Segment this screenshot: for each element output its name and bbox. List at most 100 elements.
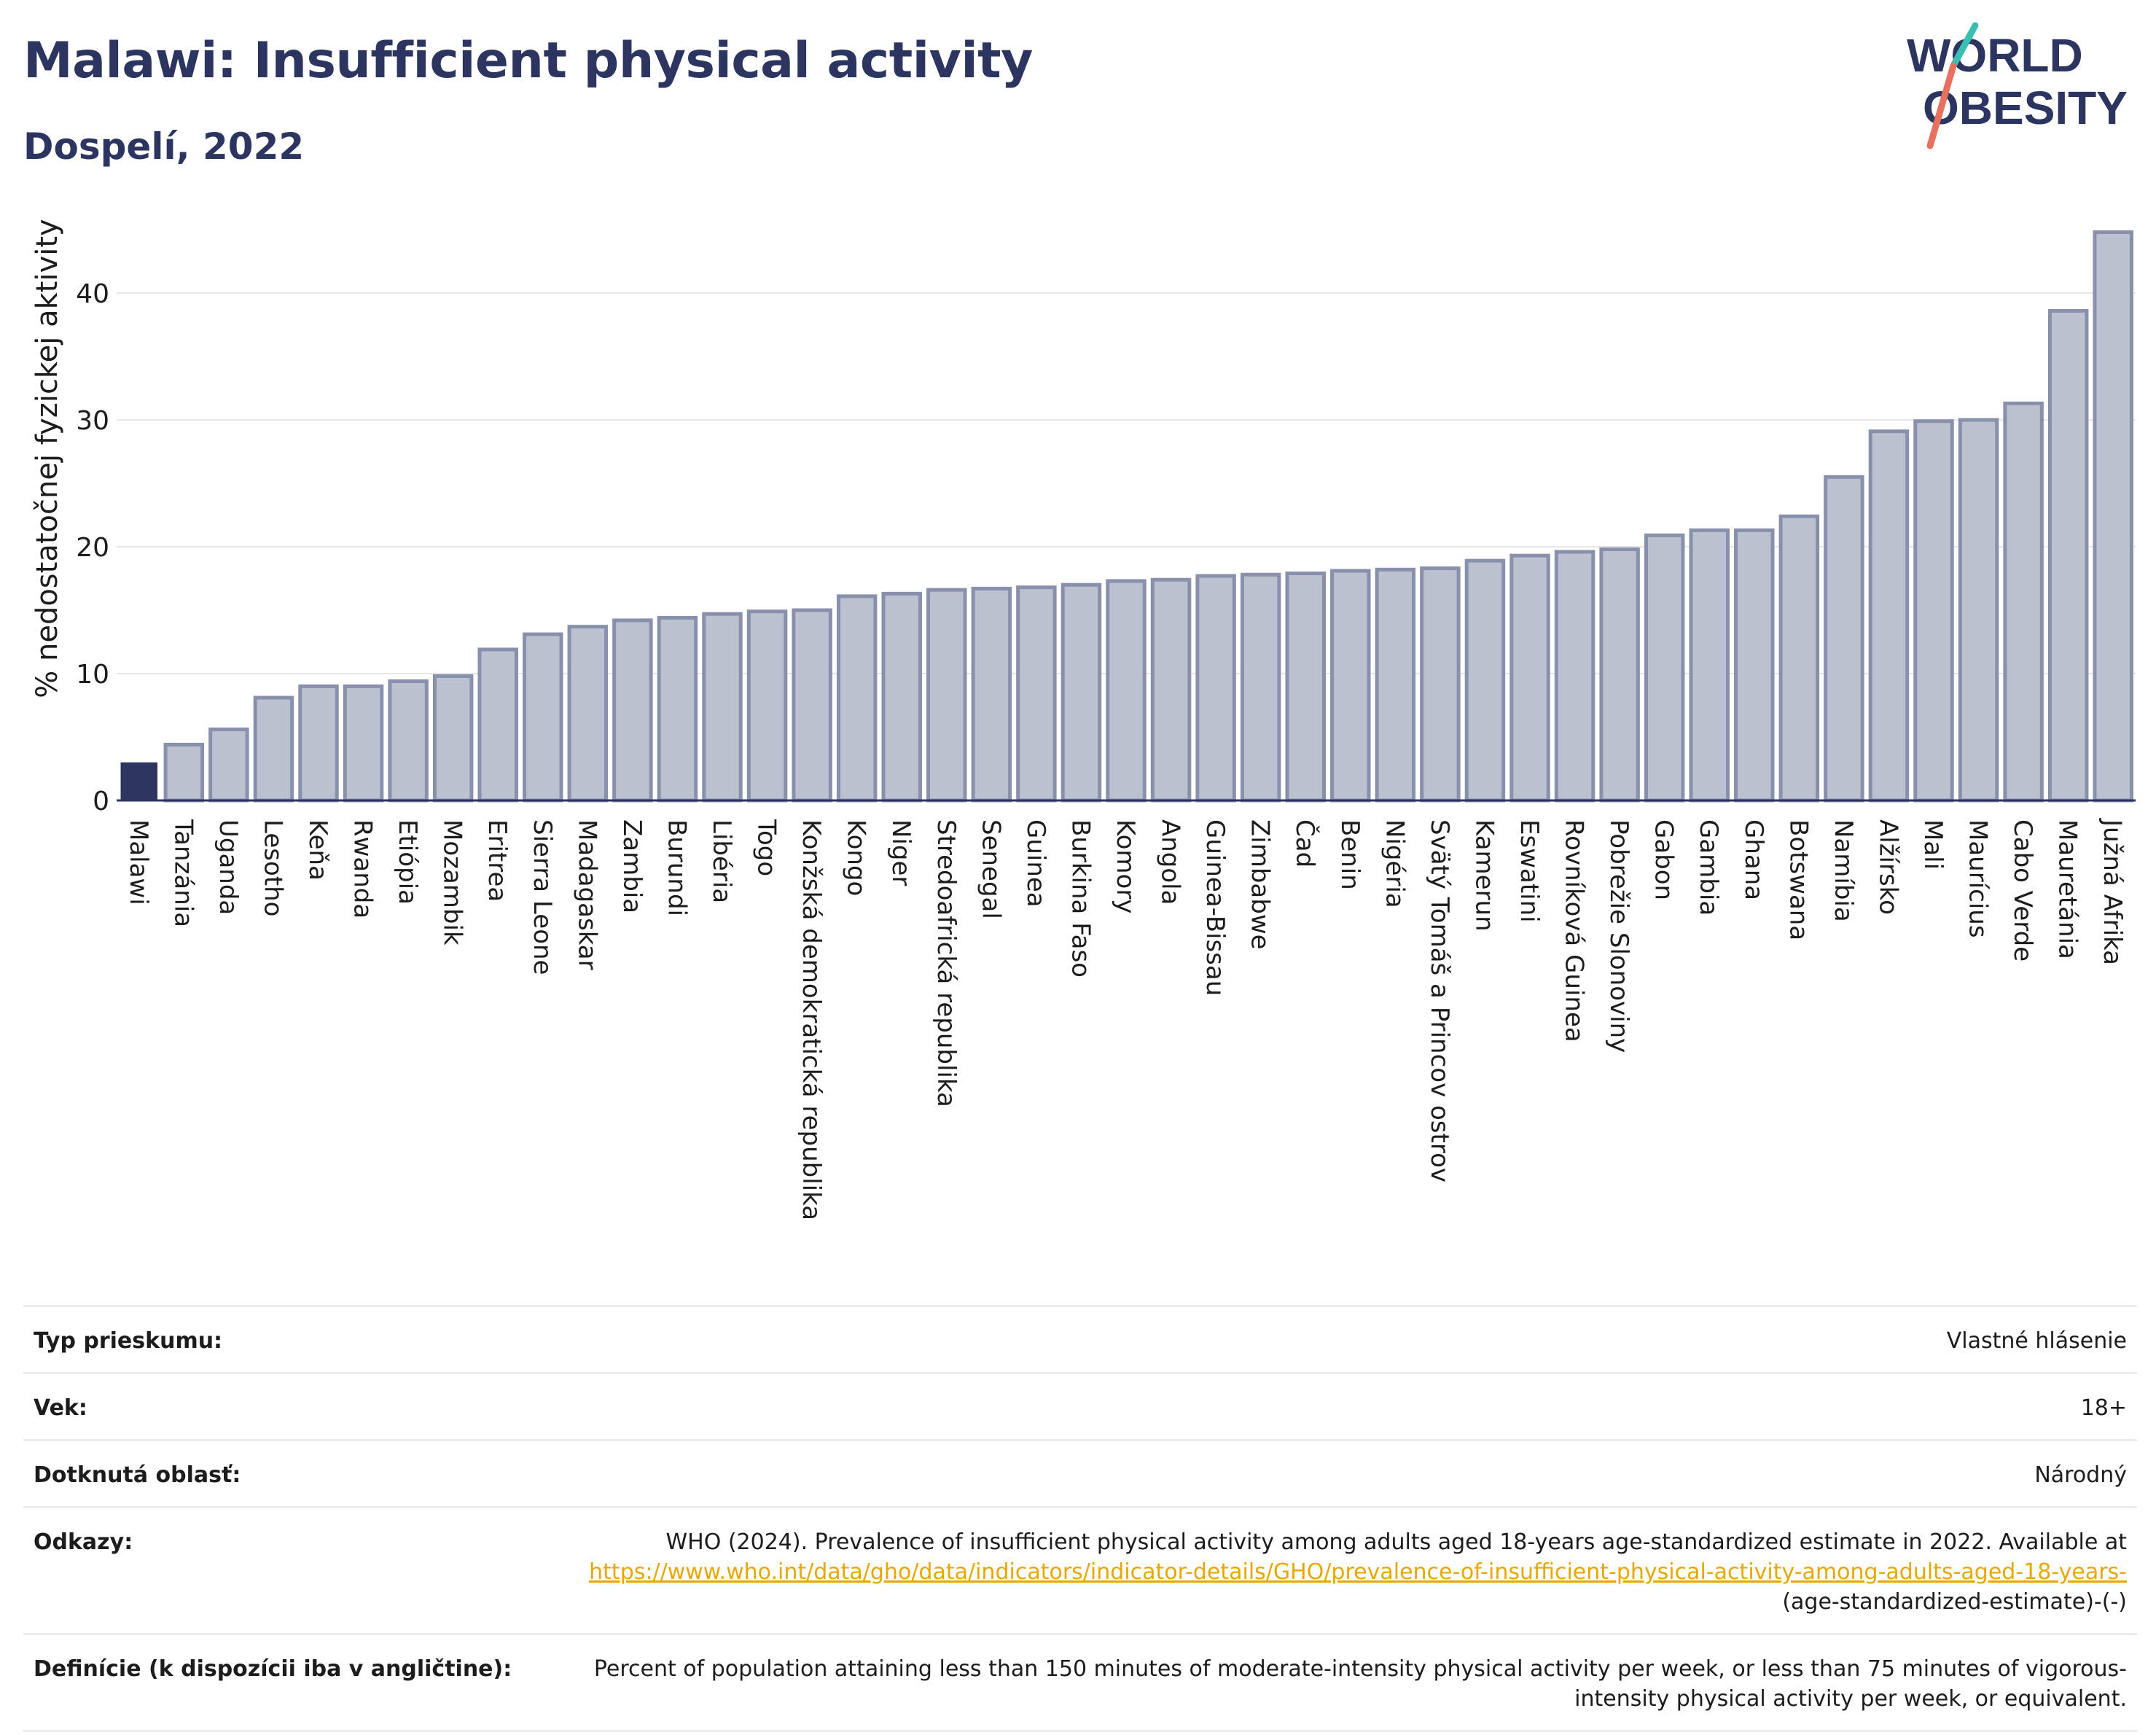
chart-subtitle: Dospelí, 2022 [23, 125, 305, 168]
chart-title: Malawi: Insufficient physical activity [23, 32, 1034, 90]
x-tick-label: Libéria [707, 819, 736, 903]
bar [1240, 572, 1281, 803]
info-row-references: Odkazy: WHO (2024). Prevalence of insuff… [23, 1506, 2137, 1633]
x-tick-label: Malawi [124, 819, 153, 905]
x-tick-label: Namíbia [1829, 819, 1858, 922]
x-tick-label: Zimbabwe [1246, 819, 1275, 950]
definitions-value: Percent of population attaining less tha… [593, 1656, 2127, 1712]
y-axis-ticks: 0 10 20 30 40 [76, 279, 109, 816]
bar [702, 612, 743, 803]
logo-line2: OBESITY [1923, 82, 2128, 134]
bar [343, 684, 384, 803]
world-obesity-logo: WORLD OBESITY [1907, 22, 2128, 149]
x-tick-label: Guinea [1021, 819, 1050, 908]
x-tick-label: Južná Afrika [2098, 818, 2127, 965]
references-label: Odkazy: [34, 1529, 133, 1555]
bar [432, 674, 474, 803]
bar [926, 588, 967, 803]
x-tick-label: Zambia [617, 819, 647, 913]
logo-line1: WORLD [1907, 29, 2083, 82]
survey-type-label: Typ prieskumu: [34, 1328, 223, 1354]
bar [1778, 514, 1820, 803]
bar [1554, 550, 1595, 803]
bar [1689, 528, 1730, 803]
bar [208, 728, 249, 803]
x-tick-label: Ghana [1739, 819, 1768, 900]
area-label: Dotknutá oblasť: [34, 1462, 241, 1488]
x-tick-label: Eritrea [483, 819, 512, 902]
bar [1420, 566, 1461, 803]
x-tick-label: Botswana [1784, 819, 1813, 940]
references-text: WHO (2024). Prevalence of insufficient p… [665, 1529, 2127, 1555]
x-tick-label: Maurícius [1964, 819, 1993, 938]
x-tick-label: Cabo Verde [2008, 819, 2037, 962]
y-tick-label: 40 [76, 279, 109, 309]
x-tick-label: Konžská demokratická republika [797, 819, 826, 1220]
x-tick-label: Tanzánia [168, 819, 198, 927]
age-value: 18+ [2080, 1395, 2127, 1421]
bar [746, 609, 788, 803]
x-tick-label: Mozambik [438, 819, 467, 946]
bar [1958, 418, 1999, 803]
bar [1195, 574, 1236, 803]
bar [612, 618, 653, 803]
info-row-survey-type: Typ prieskumu: Vlastné hlásenie [23, 1305, 2137, 1372]
info-row-definitions: Definície (k dispozícii iba v angličtine… [23, 1633, 2137, 1732]
bar [163, 742, 205, 803]
bar [1016, 585, 1057, 803]
x-tick-label: Rovníková Guinea [1560, 819, 1589, 1042]
bar [1106, 579, 1147, 803]
references-link[interactable]: https://www.who.int/data/gho/data/indica… [589, 1559, 2127, 1585]
bar [523, 632, 563, 803]
bar [1464, 558, 1506, 803]
bar-chart: 0 10 20 30 40 Malawi Tanzánia Uganda Lesotho Keň… [31, 219, 2136, 1220]
bar [298, 684, 339, 803]
x-tick-label: Svätý Tomáš a Princov ostrov [1425, 819, 1454, 1182]
bar [253, 695, 294, 803]
x-tick-label: Mauretánia [2053, 819, 2082, 959]
bars [120, 230, 2133, 803]
bar [120, 762, 158, 800]
x-tick-label: Alžírsko [1873, 819, 1902, 915]
bar [1509, 553, 1550, 803]
bar [477, 647, 518, 803]
y-axis-title: % nedostatočnej fyzickej aktivity [31, 219, 64, 698]
x-tick-label: Keňa [303, 819, 332, 881]
x-tick-label: Burkina Faso [1066, 819, 1095, 978]
x-tick-label: Eswatini [1515, 819, 1544, 923]
bar [388, 679, 429, 803]
x-tick-label: Angola [1156, 819, 1185, 905]
logo-slash-coral [1926, 62, 1957, 149]
bar [2003, 401, 2044, 803]
bar [2047, 308, 2089, 803]
bar [1599, 547, 1640, 803]
x-tick-label: Madagaskar [572, 819, 601, 970]
x-tick-label: Benin [1335, 819, 1364, 890]
x-tick-label: Uganda [214, 819, 243, 915]
bar [657, 615, 698, 803]
bar [2093, 230, 2133, 803]
area-value: Národný [2034, 1462, 2127, 1488]
x-tick-label: Guinea-Bissau [1200, 819, 1230, 996]
x-tick-label: Lesotho [258, 819, 287, 916]
x-tick-label: Niger [886, 819, 915, 886]
x-tick-label: Senegal [976, 819, 1005, 919]
bar [836, 594, 878, 803]
bar [1375, 567, 1416, 803]
bar [792, 608, 832, 803]
x-tick-label: Mali [1918, 819, 1948, 870]
info-row-age: Vek: 18+ [23, 1372, 2137, 1439]
survey-type-value: Vlastné hlásenie [1946, 1328, 2127, 1354]
x-tick-label: Etiópia [393, 819, 422, 905]
y-tick-label: 30 [76, 406, 109, 436]
bar [1061, 582, 1102, 803]
bar [567, 625, 609, 803]
x-tick-label: Gabon [1649, 819, 1679, 900]
definitions-label: Definície (k dispozícii iba v angličtine… [34, 1656, 512, 1682]
x-axis-labels: Malawi Tanzánia Uganda Lesotho Keňa Rwanda Eti… [124, 818, 2127, 1220]
info-row-area: Dotknutá oblasť: Národný [23, 1439, 2137, 1506]
x-tick-label: Burundi [662, 819, 691, 916]
x-tick-label: Gambia [1694, 819, 1723, 916]
x-tick-label: Komory [1111, 819, 1140, 913]
y-tick-label: 10 [76, 660, 109, 690]
